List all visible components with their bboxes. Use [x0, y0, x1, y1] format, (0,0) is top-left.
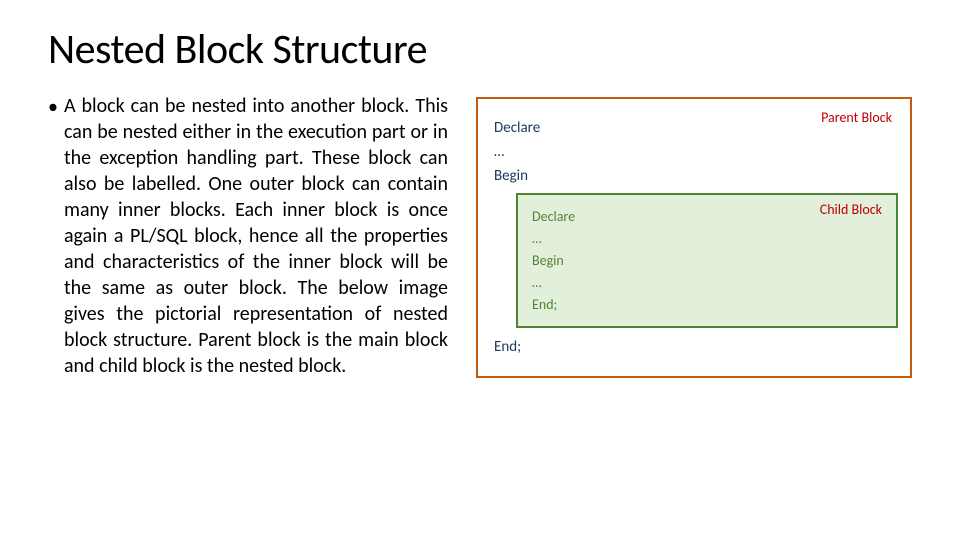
child-block: Child Block Declare … Begin … End; — [516, 193, 898, 328]
parent-block: Parent Block Declare … Begin Child Block… — [476, 97, 912, 378]
child-block-label: Child Block — [820, 201, 882, 218]
parent-ellipsis-1: … — [494, 143, 898, 161]
parent-begin: Begin — [494, 167, 898, 185]
child-begin: Begin — [532, 252, 884, 269]
slide: Nested Block Structure • A block can be … — [0, 0, 960, 540]
child-end: End; — [532, 296, 884, 313]
bullet-text: A block can be nested into another block… — [64, 93, 448, 379]
parent-end: End; — [494, 338, 898, 356]
bullet-dot-icon: • — [48, 93, 58, 379]
bullet-item: • A block can be nested into another blo… — [48, 93, 448, 379]
child-ellipsis-1: … — [532, 230, 884, 247]
parent-block-label: Parent Block — [821, 109, 892, 126]
child-ellipsis-2: … — [532, 274, 884, 291]
page-title: Nested Block Structure — [48, 24, 912, 75]
diagram-column: Parent Block Declare … Begin Child Block… — [476, 93, 912, 379]
content-row: • A block can be nested into another blo… — [48, 93, 912, 379]
bullet-column: • A block can be nested into another blo… — [48, 93, 448, 379]
